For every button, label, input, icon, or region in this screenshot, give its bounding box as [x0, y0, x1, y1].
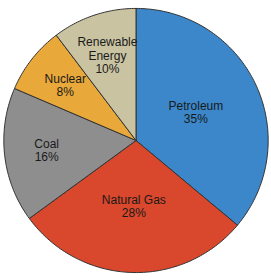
svg-text:Natural Gas28%: Natural Gas28%	[102, 193, 166, 220]
svg-text:Petroleum35%: Petroleum35%	[169, 99, 224, 126]
svg-text:Nuclear8%: Nuclear8%	[45, 72, 86, 99]
svg-text:Coal16%: Coal16%	[34, 137, 59, 164]
svg-text:RenewableEnergy10%: RenewableEnergy10%	[77, 35, 137, 75]
